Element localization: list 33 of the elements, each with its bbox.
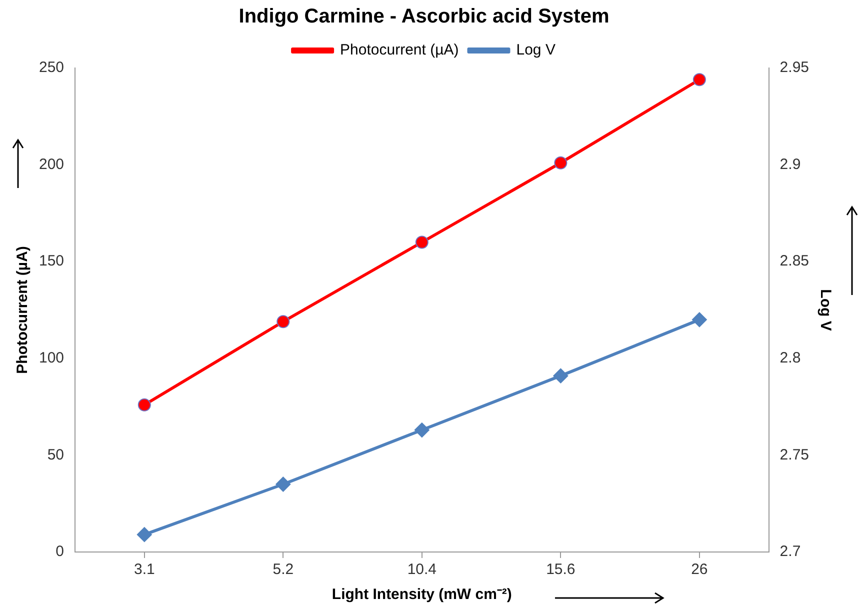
point bbox=[692, 73, 706, 86]
point bbox=[138, 398, 151, 412]
x-tick-label: 5.2 bbox=[272, 561, 294, 578]
y2-tick-label: 2.9 bbox=[780, 156, 801, 173]
x-tick-label: 3.1 bbox=[134, 561, 155, 578]
y2-tick-label: 2.7 bbox=[780, 543, 801, 560]
y2-tick-label: 2.75 bbox=[780, 446, 810, 464]
chart-title: Indigo Carmine - Ascorbic acid System bbox=[238, 6, 610, 28]
point bbox=[415, 236, 428, 249]
y-tick-label: 250 bbox=[38, 59, 64, 76]
x-tick-label: 15.6 bbox=[546, 561, 576, 578]
point bbox=[136, 527, 152, 542]
y-tick-label: 100 bbox=[38, 350, 64, 367]
point bbox=[554, 156, 568, 170]
y2-tick-label: 2.85 bbox=[780, 252, 810, 270]
y2-tick-label: 2.95 bbox=[780, 59, 810, 76]
y-tick-label: 150 bbox=[38, 252, 64, 270]
point bbox=[553, 368, 568, 384]
point bbox=[276, 476, 291, 492]
legend-label: Log V bbox=[516, 42, 556, 59]
point bbox=[414, 422, 430, 438]
point bbox=[276, 315, 290, 328]
y-tick-label: 200 bbox=[38, 156, 64, 173]
y-tick-label: 0 bbox=[56, 543, 64, 560]
point bbox=[692, 312, 707, 328]
x-tick-label: 26 bbox=[691, 561, 708, 578]
y2-tick-label: 2.8 bbox=[780, 350, 801, 367]
y-axis-title: Photocurrent (µA) bbox=[14, 246, 32, 374]
x-tick-label: 10.4 bbox=[407, 561, 437, 578]
legend-label: Photocurrent (µA) bbox=[340, 42, 459, 59]
y2-axis-title: Log V bbox=[816, 289, 834, 331]
y-tick-label: 50 bbox=[47, 446, 64, 464]
x-axis-title: Light Intensity (mW cm⁻²) bbox=[332, 586, 512, 604]
